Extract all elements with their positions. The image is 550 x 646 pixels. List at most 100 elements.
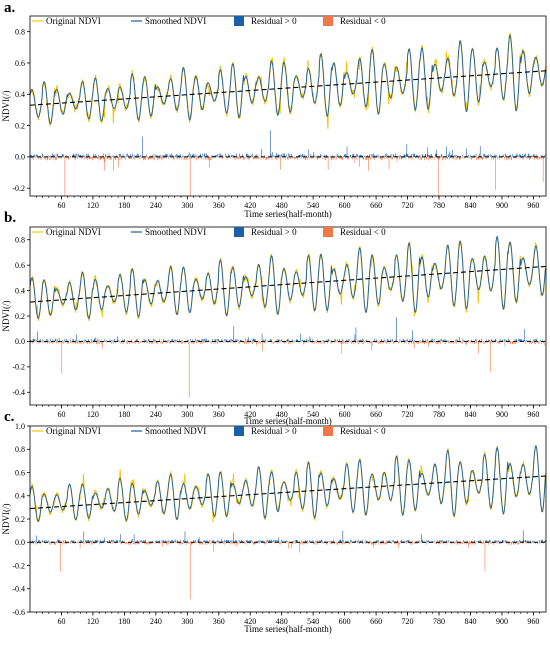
residual-bar-negative [341, 341, 343, 354]
residual-bar-negative [479, 542, 481, 545]
residual-bar-negative [225, 341, 227, 343]
residual-bar-negative [282, 156, 283, 158]
residual-bar-negative [508, 542, 509, 545]
residual-bar-positive [226, 539, 227, 543]
residual-bar-negative [498, 542, 500, 544]
residual-bar-positive [241, 539, 242, 543]
residual-bar-positive [438, 339, 440, 342]
residual-bar-negative [200, 156, 202, 160]
residual-bar-negative [287, 156, 289, 160]
residual-bar-negative [340, 341, 342, 345]
residual-bar-negative [104, 156, 106, 171]
residual-bar-positive [111, 539, 112, 543]
residual-bar-positive [159, 155, 161, 157]
residual-bar-positive [94, 338, 96, 342]
residual-bar-negative [111, 156, 112, 160]
residual-bar-negative [99, 156, 101, 160]
residual-bar-positive [473, 155, 474, 157]
residual-bar-negative [175, 542, 177, 544]
residual-bar-negative [64, 341, 65, 343]
residual-bar-positive [296, 339, 297, 342]
residual-bar-positive [516, 154, 517, 157]
residual-bar-negative [128, 542, 130, 544]
residual-bar-negative [507, 156, 509, 161]
residual-bar-negative [387, 542, 388, 544]
residual-bar-positive [137, 539, 139, 543]
residual-bar-negative [173, 341, 174, 343]
residual-bar-positive [337, 155, 338, 157]
residual-bar-positive [527, 540, 529, 543]
residual-bar-negative [348, 542, 350, 545]
residual-bar-positive [304, 154, 305, 157]
residual-bar-positive [111, 155, 113, 157]
residual-bar-negative [194, 156, 195, 159]
residual-bar-positive [57, 539, 58, 543]
residual-bar-negative [303, 341, 305, 345]
residual-bar-negative [70, 341, 71, 343]
residual-bar-negative [440, 341, 441, 345]
residual-bar-positive [321, 154, 323, 157]
plot-area [30, 444, 546, 600]
residual-bar-positive [126, 153, 128, 157]
residual-bar-positive [356, 153, 357, 157]
residual-bar-negative [84, 156, 85, 160]
residual-bar-negative [371, 341, 373, 346]
residual-bar-negative [99, 341, 100, 344]
residual-bar-positive [520, 340, 522, 342]
residual-bar-positive [99, 540, 101, 543]
residual-bar-negative [399, 542, 400, 545]
smoothed-ndvi-line [30, 34, 546, 125]
residual-bar-positive [374, 154, 376, 157]
residual-bar-positive [105, 541, 107, 543]
residual-bar-positive [76, 334, 77, 342]
residual-bar-positive [478, 340, 480, 342]
residual-bar-negative [464, 542, 466, 545]
residual-bar-positive [269, 539, 271, 543]
residual-bar-negative [493, 542, 494, 545]
residual-bar-positive [248, 541, 250, 543]
residual-bar-negative [67, 156, 69, 159]
residual-bar-positive [114, 338, 116, 342]
residual-bar-negative [38, 341, 40, 344]
residual-bar-negative [375, 542, 376, 545]
residual-bar-positive [474, 540, 475, 543]
residual-bar-negative [480, 156, 482, 159]
residual-bar-positive [228, 153, 229, 157]
y-tick-label: 1.0 [15, 422, 25, 431]
residual-bar-negative [379, 542, 380, 543]
residual-bar-negative [347, 156, 349, 160]
chart-panel-a: 60 120 180 240 300 360 420 480 540 600 660 720 780 84… [1, 0, 547, 219]
residual-bar-positive [532, 155, 534, 157]
residual-bar-negative [500, 542, 502, 544]
residual-bar-negative [184, 341, 186, 344]
residual-bar-negative [39, 341, 41, 343]
residual-bar-positive [258, 340, 259, 342]
residual-bar-positive [516, 540, 517, 543]
residual-bar-positive [176, 154, 177, 157]
residual-bar-negative [262, 156, 264, 160]
residual-bar-positive [73, 153, 75, 157]
residual-bar-negative [52, 341, 53, 345]
residual-bar-positive [395, 540, 397, 543]
residual-bar-negative [153, 542, 154, 543]
residual-bar-positive [299, 155, 300, 157]
residual-bar-negative [401, 542, 403, 544]
residual-bar-positive [508, 338, 509, 342]
residual-bar-negative [510, 341, 511, 345]
residual-bar-positive [63, 540, 65, 543]
residual-bar-negative [511, 542, 513, 544]
residual-bar-positive [413, 153, 415, 157]
residual-bar-positive [390, 340, 392, 342]
residual-bar-positive [37, 331, 38, 342]
residual-bar-negative [264, 542, 266, 544]
residual-bar-negative [450, 542, 452, 544]
residual-bar-positive [116, 539, 117, 543]
residual-bar-negative [459, 341, 461, 343]
residual-bar-negative [263, 542, 265, 545]
residual-bar-positive [221, 538, 223, 543]
residual-bar-positive [197, 538, 199, 543]
residual-bar-negative [510, 156, 512, 160]
residual-bar-negative [44, 156, 45, 159]
residual-bar-negative [266, 156, 268, 160]
residual-bar-negative [130, 156, 132, 160]
